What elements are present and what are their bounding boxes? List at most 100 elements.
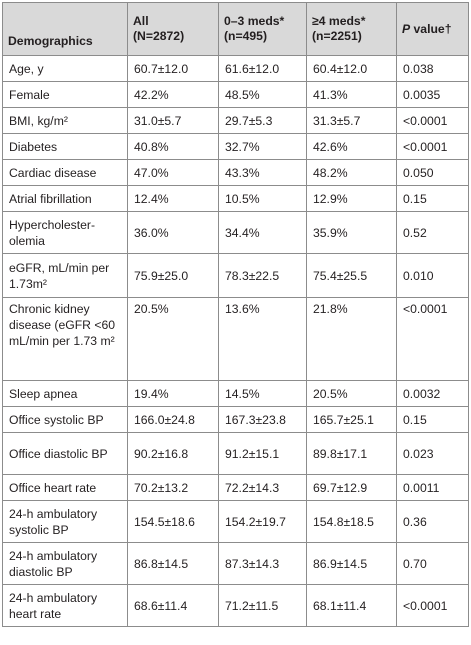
cell-p-value: <0.0001 [396,107,469,134]
cell-all: 68.6±11.4 [127,584,219,627]
table-row: BMI, kg/m² 31.0±5.7 29.7±5.3 31.3±5.7 <0… [2,107,469,134]
cell-0-3-meds: 43.3% [218,159,307,186]
cell-4-plus-meds: 69.7±12.9 [306,474,397,501]
cell-0-3-meds: 167.3±23.8 [218,406,307,433]
cell-4-plus-meds: 21.8% [306,297,397,381]
table-row: Hypercholester-olemia 36.0% 34.4% 35.9% … [2,211,469,254]
row-label: Diabetes [2,133,128,160]
header-4-plus-meds: ≥4 meds* (n=2251) [306,2,397,56]
cell-0-3-meds: 87.3±14.3 [218,542,307,585]
cell-0-3-meds: 72.2±14.3 [218,474,307,501]
row-label: 24-h ambulatory heart rate [2,584,128,627]
cell-4-plus-meds: 20.5% [306,380,397,407]
cell-0-3-meds: 29.7±5.3 [218,107,307,134]
header-p-value: P value† [396,2,469,56]
cell-0-3-meds: 32.7% [218,133,307,160]
cell-4-plus-meds: 42.6% [306,133,397,160]
cell-4-plus-meds: 154.8±18.5 [306,500,397,543]
row-label: Office heart rate [2,474,128,501]
cell-0-3-meds: 13.6% [218,297,307,381]
cell-all: 166.0±24.8 [127,406,219,433]
cell-4-plus-meds: 48.2% [306,159,397,186]
cell-all: 90.2±16.8 [127,432,219,475]
header-demographics: Demographics [2,2,128,56]
cell-0-3-meds: 48.5% [218,81,307,108]
cell-all: 36.0% [127,211,219,254]
cell-0-3-meds: 91.2±15.1 [218,432,307,475]
cell-4-plus-meds: 12.9% [306,185,397,212]
table-row: Office diastolic BP 90.2±16.8 91.2±15.1 … [2,432,469,475]
cell-4-plus-meds: 60.4±12.0 [306,55,397,82]
table-row: Age, y 60.7±12.0 61.6±12.0 60.4±12.0 0.0… [2,55,469,82]
table-row: Atrial fibrillation 12.4% 10.5% 12.9% 0.… [2,185,469,212]
row-label: Sleep apnea [2,380,128,407]
cell-all: 47.0% [127,159,219,186]
table-row: Office heart rate 70.2±13.2 72.2±14.3 69… [2,474,469,501]
row-label: Office systolic BP [2,406,128,433]
cell-0-3-meds: 10.5% [218,185,307,212]
cell-all: 70.2±13.2 [127,474,219,501]
demographics-table: Demographics All (N=2872) 0–3 meds* (n=495… [2,2,469,627]
cell-p-value: 0.0032 [396,380,469,407]
cell-0-3-meds: 61.6±12.0 [218,55,307,82]
cell-0-3-meds: 154.2±19.7 [218,500,307,543]
table-row: 24-h ambulatory diastolic BP 86.8±14.5 8… [2,542,469,585]
row-label: Atrial fibrillation [2,185,128,212]
header-row: Demographics All (N=2872) 0–3 meds* (n=495… [2,2,469,56]
cell-p-value: 0.050 [396,159,469,186]
row-label: Age, y [2,55,128,82]
table-row: Cardiac disease 47.0% 43.3% 48.2% 0.050 [2,159,469,186]
table-row: Office systolic BP 166.0±24.8 167.3±23.8… [2,406,469,433]
cell-all: 19.4% [127,380,219,407]
cell-4-plus-meds: 68.1±11.4 [306,584,397,627]
cell-0-3-meds: 71.2±11.5 [218,584,307,627]
cell-all: 31.0±5.7 [127,107,219,134]
cell-p-value: 0.010 [396,253,469,298]
cell-4-plus-meds: 165.7±25.1 [306,406,397,433]
table-row: 24-h ambulatory heart rate 68.6±11.4 71.… [2,584,469,627]
cell-p-value: 0.038 [396,55,469,82]
cell-all: 86.8±14.5 [127,542,219,585]
cell-4-plus-meds: 41.3% [306,81,397,108]
cell-4-plus-meds: 89.8±17.1 [306,432,397,475]
cell-4-plus-meds: 75.4±25.5 [306,253,397,298]
cell-all: 20.5% [127,297,219,381]
row-label: Office diastolic BP [2,432,128,475]
cell-p-value: 0.52 [396,211,469,254]
cell-0-3-meds: 34.4% [218,211,307,254]
cell-p-value: 0.0011 [396,474,469,501]
cell-p-value: 0.15 [396,406,469,433]
cell-0-3-meds: 78.3±22.5 [218,253,307,298]
table-row: Chronic kidney disease (eGFR <60 mL/min … [2,297,469,381]
cell-0-3-meds: 14.5% [218,380,307,407]
cell-4-plus-meds: 31.3±5.7 [306,107,397,134]
table-row: Sleep apnea 19.4% 14.5% 20.5% 0.0032 [2,380,469,407]
header-0-3-meds: 0–3 meds* (n=495) [218,2,307,56]
cell-all: 60.7±12.0 [127,55,219,82]
cell-p-value: <0.0001 [396,133,469,160]
row-label: Hypercholester-olemia [2,211,128,254]
cell-4-plus-meds: 86.9±14.5 [306,542,397,585]
cell-p-value: 0.023 [396,432,469,475]
cell-p-value: <0.0001 [396,584,469,627]
cell-all: 12.4% [127,185,219,212]
cell-all: 42.2% [127,81,219,108]
cell-p-value: <0.0001 [396,297,469,381]
row-label: 24-h ambulatory diastolic BP [2,542,128,585]
row-label: 24-h ambulatory systolic BP [2,500,128,543]
cell-p-value: 0.70 [396,542,469,585]
cell-all: 40.8% [127,133,219,160]
table-row: 24-h ambulatory systolic BP 154.5±18.6 1… [2,500,469,543]
header-all: All (N=2872) [127,2,219,56]
cell-p-value: 0.36 [396,500,469,543]
cell-all: 154.5±18.6 [127,500,219,543]
row-label: Chronic kidney disease (eGFR <60 mL/min … [2,297,128,381]
table-row: Diabetes 40.8% 32.7% 42.6% <0.0001 [2,133,469,160]
row-label: Female [2,81,128,108]
row-label: Cardiac disease [2,159,128,186]
cell-p-value: 0.15 [396,185,469,212]
cell-all: 75.9±25.0 [127,253,219,298]
row-label: eGFR, mL/min per 1.73m² [2,253,128,298]
table-row: eGFR, mL/min per 1.73m² 75.9±25.0 78.3±2… [2,253,469,298]
table-row: Female 42.2% 48.5% 41.3% 0.0035 [2,81,469,108]
